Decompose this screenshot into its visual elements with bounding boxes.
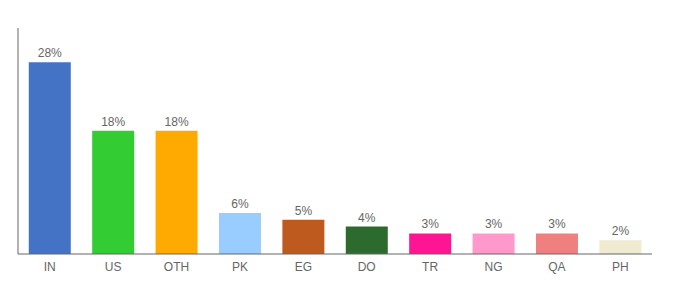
svg-text:US: US [105,260,122,274]
svg-text:DO: DO [358,260,376,274]
svg-text:3%: 3% [422,217,440,231]
svg-text:4%: 4% [358,211,376,225]
svg-text:PK: PK [232,260,248,274]
svg-text:18%: 18% [165,115,189,129]
svg-text:5%: 5% [295,204,313,218]
svg-text:EG: EG [295,260,312,274]
svg-text:3%: 3% [548,217,566,231]
svg-text:28%: 28% [38,46,62,60]
svg-text:18%: 18% [101,115,125,129]
svg-text:6%: 6% [231,197,249,211]
svg-text:TR: TR [422,260,438,274]
svg-text:NG: NG [485,260,503,274]
svg-text:IN: IN [44,260,56,274]
svg-text:3%: 3% [485,217,503,231]
svg-text:OTH: OTH [164,260,189,274]
svg-text:PH: PH [612,260,629,274]
svg-text:2%: 2% [612,224,630,238]
svg-text:QA: QA [548,260,565,274]
